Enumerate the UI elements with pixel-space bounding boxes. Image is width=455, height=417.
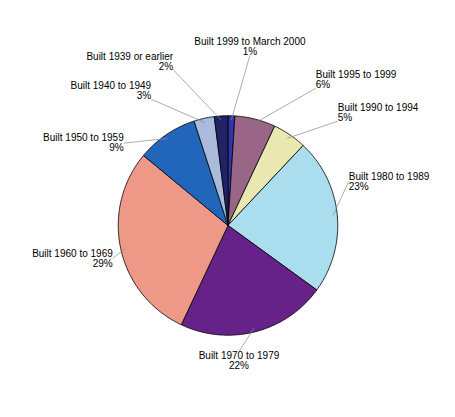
svg-text:Built 1950 to 19599%: Built 1950 to 19599% — [43, 132, 124, 153]
svg-text:Built 1940 to 19493%: Built 1940 to 19493% — [71, 80, 152, 101]
svg-text:Built 1960 to 196929%: Built 1960 to 196929% — [32, 248, 113, 269]
svg-text:Built 1990 to 19945%: Built 1990 to 19945% — [338, 102, 419, 123]
svg-text:Built 1980 to 198923%: Built 1980 to 198923% — [349, 171, 430, 192]
svg-text:Built 1995 to 19996%: Built 1995 to 19996% — [316, 69, 397, 90]
svg-text:Built 1970 to 197922%: Built 1970 to 197922% — [199, 350, 280, 371]
svg-text:Built 1939 or earlier2%: Built 1939 or earlier2% — [86, 51, 173, 72]
svg-text:Built 1999 to March 20001%: Built 1999 to March 20001% — [194, 36, 306, 57]
